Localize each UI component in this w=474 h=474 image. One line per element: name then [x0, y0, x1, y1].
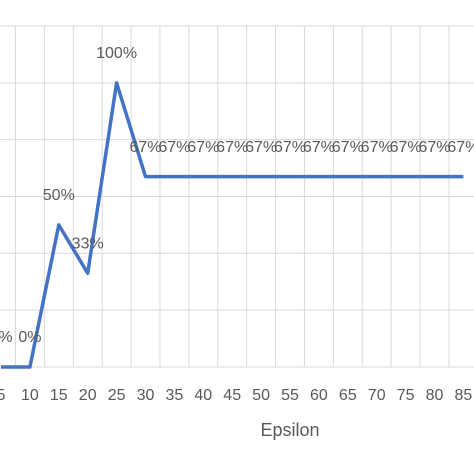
x-tick-label: 35 — [166, 387, 184, 404]
data-label: 0% — [0, 329, 13, 346]
x-tick-label: 10 — [21, 387, 39, 404]
data-label: 67% — [390, 139, 422, 156]
x-tick-label: 15 — [50, 387, 68, 404]
x-axis-title: Epsilon — [260, 420, 319, 440]
x-tick-label: 80 — [426, 387, 444, 404]
x-tick-label: 85 — [455, 387, 473, 404]
x-tick-label: 45 — [223, 387, 241, 404]
data-label: 67% — [418, 139, 450, 156]
x-tick-label: 25 — [108, 387, 126, 404]
x-tick-label: 60 — [310, 387, 328, 404]
x-tick-label: 70 — [368, 387, 386, 404]
data-line — [1, 81, 464, 369]
data-label: 0% — [18, 329, 41, 346]
data-label: 67% — [361, 139, 393, 156]
x-tick-label: 30 — [137, 387, 155, 404]
x-tick-label: 55 — [281, 387, 299, 404]
x-tick-label: 40 — [194, 387, 212, 404]
data-label: 67% — [245, 139, 277, 156]
data-label: 50% — [43, 187, 75, 204]
x-tick-label: 65 — [339, 387, 357, 404]
x-tick-label: 75 — [397, 387, 415, 404]
data-label: 67% — [187, 139, 219, 156]
data-label: 67% — [303, 139, 335, 156]
data-label: 100% — [96, 45, 137, 62]
x-tick-label: 20 — [79, 387, 97, 404]
data-label: 33% — [72, 235, 104, 252]
data-label: 67% — [129, 139, 161, 156]
data-label: 67% — [216, 139, 248, 156]
data-label: 67% — [332, 139, 364, 156]
x-tick-label: 5 — [0, 387, 6, 404]
x-tick-label: 50 — [252, 387, 270, 404]
data-label: 67% — [447, 139, 474, 156]
data-label: 67% — [274, 139, 306, 156]
data-label: 67% — [158, 139, 190, 156]
